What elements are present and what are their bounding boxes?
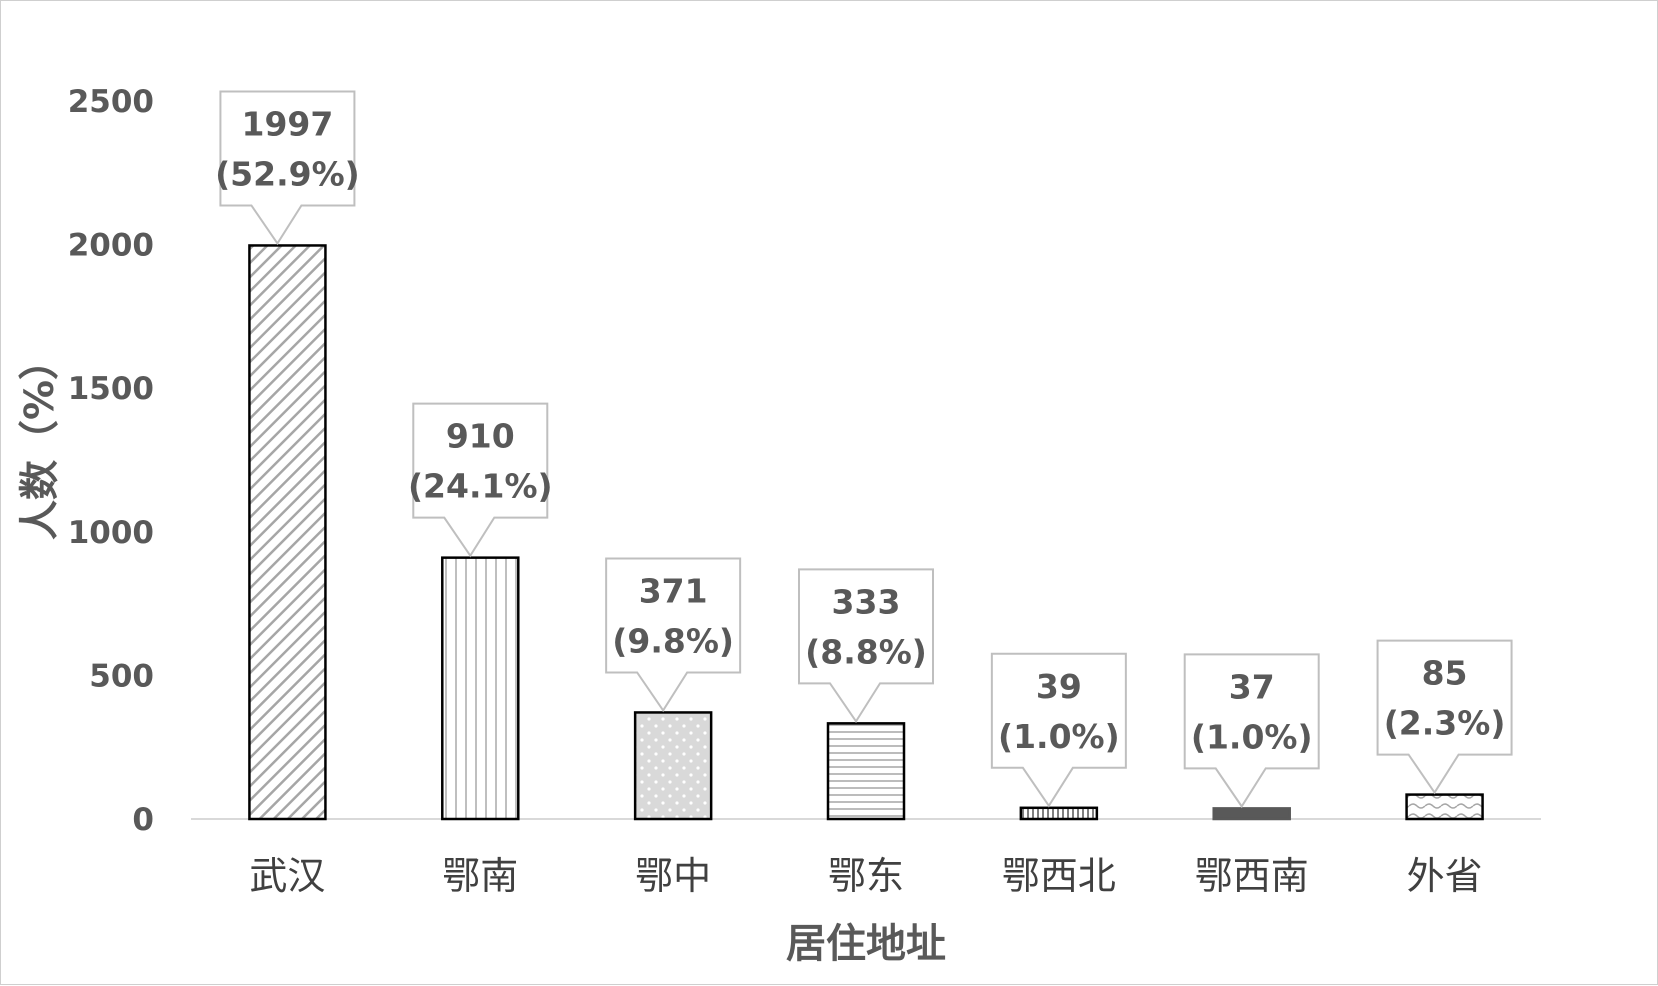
data-label-1: 1997 (52.9%)	[215, 90, 360, 246]
callout-box	[798, 568, 934, 724]
y-axis-tick-labels: 0 500 1000 1500 2000 2500	[68, 84, 154, 838]
data-label-count: 39	[1036, 667, 1082, 706]
data-label-count: 371	[639, 571, 708, 610]
callout-box	[990, 652, 1127, 808]
x-tick-label: 鄂东	[828, 854, 904, 898]
data-label-percent: (1.0%)	[998, 717, 1120, 756]
bars	[248, 244, 1484, 821]
data-label-count: 333	[832, 582, 901, 621]
bar-7	[1405, 793, 1484, 821]
y-axis-title: 人数（%）	[17, 340, 63, 540]
data-label-percent: (2.3%)	[1384, 704, 1506, 743]
data-label-percent: (52.9%)	[215, 154, 360, 193]
y-tick-label: 1000	[68, 515, 154, 551]
y-tick-label: 500	[89, 658, 154, 694]
bar-3	[633, 711, 713, 821]
data-label-percent: (24.1%)	[408, 467, 553, 506]
callout-box	[605, 557, 742, 713]
y-tick-label: 2000	[68, 228, 154, 264]
bar-4	[826, 722, 906, 821]
data-label-3: 371 (9.8%)	[605, 557, 742, 713]
x-tick-label: 鄂中	[635, 854, 711, 898]
data-label-count: 1997	[241, 104, 333, 143]
data-label-count: 85	[1422, 654, 1468, 693]
callout-box	[1183, 653, 1320, 809]
bar-2	[441, 556, 520, 821]
y-tick-label: 1500	[68, 371, 154, 407]
callout-box	[1376, 639, 1513, 795]
data-label-4: 333 (8.8%)	[798, 568, 934, 724]
y-tick-label: 2500	[68, 84, 154, 120]
y-tick-label: 0	[132, 802, 154, 838]
x-axis-title: 居住地址	[786, 921, 946, 967]
x-tick-label: 鄂西北	[1002, 854, 1116, 898]
bar-1	[248, 244, 327, 821]
data-label-percent: (9.8%)	[612, 621, 734, 660]
data-label-count: 37	[1229, 667, 1275, 706]
data-label-7: 85 (2.3%)	[1376, 639, 1513, 795]
data-label-percent: (8.8%)	[805, 632, 927, 671]
x-tick-label: 外省	[1407, 854, 1483, 898]
data-label-6: 37 (1.0%)	[1183, 653, 1320, 809]
x-tick-label: 鄂南	[442, 854, 518, 898]
x-tick-label: 武汉	[249, 854, 325, 898]
callout-box	[219, 90, 356, 246]
bar-5	[1019, 806, 1099, 821]
data-label-count: 910	[446, 417, 515, 456]
data-label-percent: (1.0%)	[1191, 717, 1313, 756]
data-label-callouts: 1997(52.9%)910(24.1%)371(9.8%)333(8.8%)3…	[215, 90, 1513, 809]
callout-box	[412, 402, 549, 558]
data-label-2: 910 (24.1%)	[408, 402, 553, 558]
x-axis-category-labels: 武汉 鄂南 鄂中 鄂东 鄂西北 鄂西南 外省	[249, 854, 1482, 898]
data-label-5: 39 (1.0%)	[990, 652, 1127, 808]
x-tick-label: 鄂西南	[1195, 854, 1309, 898]
bar-6	[1212, 807, 1291, 821]
